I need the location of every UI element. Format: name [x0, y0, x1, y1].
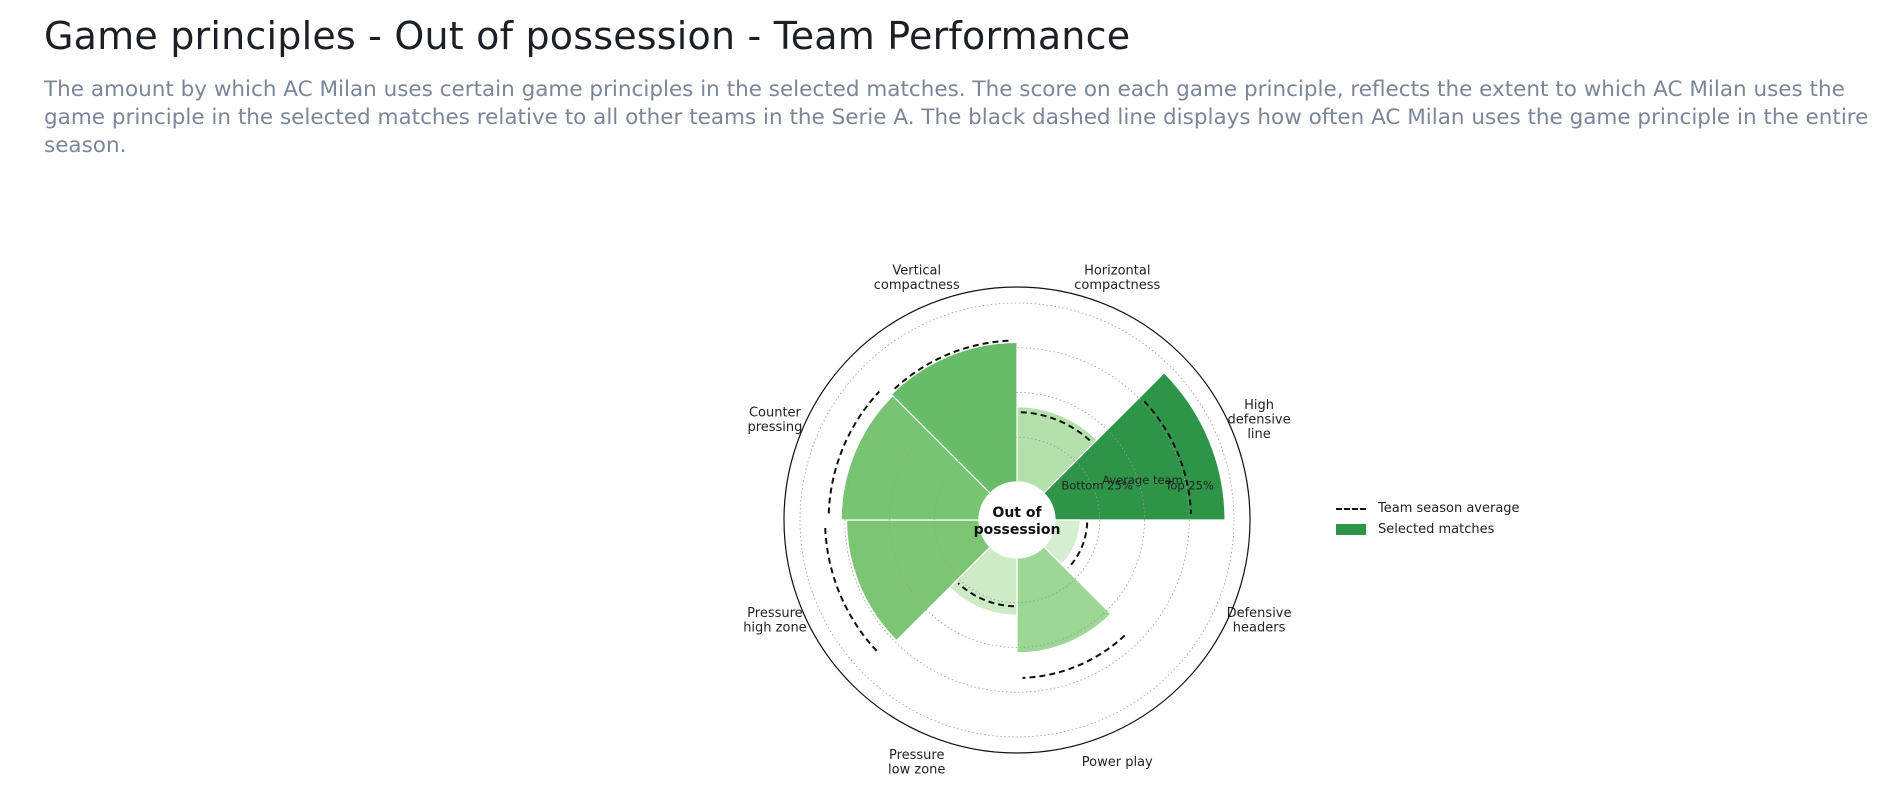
season-average-arc-2 [1067, 522, 1089, 569]
category-label-1-line-0: High [1244, 398, 1274, 413]
outer-frame-circle [783, 286, 1251, 754]
category-label-0-line-0: Horizontal [1084, 264, 1150, 279]
reference-label-2: Top 25% [1164, 479, 1214, 493]
dashed-line-icon [1336, 507, 1366, 510]
season-average-arc-4 [957, 582, 1015, 608]
page-title: Game principles - Out of possession - Te… [44, 14, 1131, 58]
reference-circle-0 [933, 436, 1101, 604]
season-average-arc-1 [1143, 400, 1192, 514]
season-average-arc-6 [827, 390, 880, 514]
category-label-4-line-0: Pressure [889, 748, 945, 763]
category-label-0-line-1: compactness [1074, 278, 1160, 293]
legend-item-selected-matches: Selected matches [1336, 519, 1520, 540]
category-label-6-line-1: pressing [747, 420, 802, 435]
category-label-2-line-0: Defensive [1227, 606, 1292, 621]
reference-circle-max [799, 302, 1235, 738]
page-description: The amount by which AC Milan uses certai… [44, 77, 1869, 158]
category-label-4-line-1: low zone [888, 762, 945, 777]
reference-circle-2 [844, 347, 1190, 693]
center-label-line-2: possession [974, 522, 1061, 538]
category-label-5-line-0: Pressure [747, 606, 803, 621]
category-label-1-line-2: line [1247, 427, 1270, 442]
category-label-3-line-0: Power play [1082, 755, 1153, 770]
legend-item-season-average: Team season average [1336, 498, 1520, 519]
reference-label-0: Bottom 25% [1061, 478, 1132, 492]
chart-legend: Team season average Selected matches [1336, 498, 1520, 540]
reference-label-1: Average team [1102, 473, 1183, 487]
center-hole [979, 482, 1055, 558]
legend-label-selected-matches: Selected matches [1378, 522, 1495, 537]
season-average-arc-7 [893, 339, 1011, 390]
center-label-line-1: Out of [992, 505, 1042, 521]
category-label-2-line-1: headers [1233, 621, 1286, 636]
season-average-arc-5 [824, 526, 878, 652]
green-swatch-icon [1336, 524, 1366, 535]
category-label-5-line-1: high zone [743, 621, 807, 636]
category-label-7-line-0: Vertical [892, 264, 941, 279]
season-average-arc-3 [1022, 634, 1126, 679]
category-label-7-line-1: compactness [874, 278, 960, 293]
legend-label-season-average: Team season average [1378, 501, 1520, 516]
reference-circle-1 [889, 392, 1145, 648]
category-label-1-line-1: defensive [1227, 413, 1290, 428]
category-label-6-line-0: Counter [749, 405, 802, 420]
